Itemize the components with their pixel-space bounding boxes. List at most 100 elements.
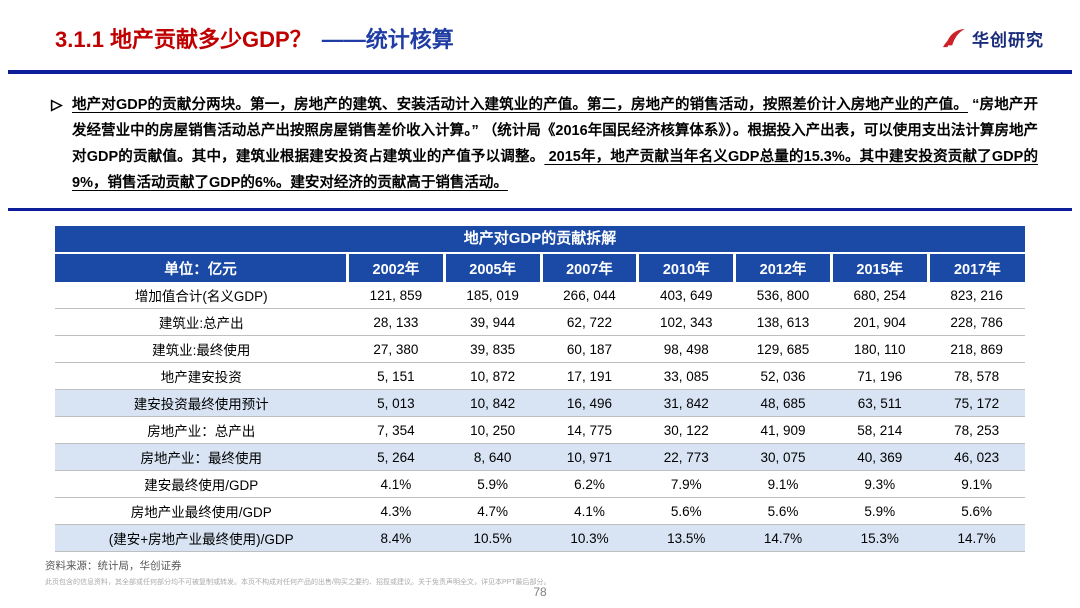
value-cell: 52, 036 bbox=[734, 362, 832, 390]
value-cell: 536, 800 bbox=[734, 282, 832, 309]
value-cell: 62, 722 bbox=[541, 308, 638, 336]
value-cell: 5, 151 bbox=[347, 362, 445, 390]
value-cell: 4.1% bbox=[347, 470, 445, 498]
value-cell: 30, 075 bbox=[734, 443, 832, 471]
value-cell: 121, 859 bbox=[347, 282, 445, 309]
year-header-cell: 2005年 bbox=[442, 254, 542, 282]
header: 3.1.1 地产贡献多少GDP？ ——统计核算 华创研究 bbox=[55, 22, 1044, 54]
value-cell: 75, 172 bbox=[928, 389, 1025, 417]
value-cell: 8, 640 bbox=[444, 443, 542, 471]
value-cell: 33, 085 bbox=[637, 362, 735, 390]
value-cell: 30, 122 bbox=[637, 416, 735, 444]
value-cell: 10.5% bbox=[444, 524, 542, 552]
value-cell: 9.1% bbox=[734, 470, 832, 498]
value-cell: 5, 013 bbox=[347, 389, 445, 417]
table-row: 增加值合计(名义GDP) 121, 859 185, 019 266, 044 403,… bbox=[55, 282, 1025, 309]
value-cell: 7.9% bbox=[637, 470, 735, 498]
value-cell: 78, 253 bbox=[928, 416, 1025, 444]
value-cell: 46, 023 bbox=[928, 443, 1025, 471]
value-cell: 4.7% bbox=[444, 497, 542, 525]
value-cell: 22, 773 bbox=[637, 443, 735, 471]
value-cell: 5.9% bbox=[444, 470, 542, 498]
value-cell: 60, 187 bbox=[541, 335, 638, 363]
row-label: (建安+房地产业最终使用)/GDP bbox=[55, 524, 348, 552]
table-title: 地产对GDP的贡献拆解 bbox=[55, 226, 1025, 252]
value-cell: 15.3% bbox=[831, 524, 929, 552]
value-cell: 4.1% bbox=[541, 497, 638, 525]
value-cell: 98, 498 bbox=[637, 335, 735, 363]
value-cell: 10.3% bbox=[541, 524, 638, 552]
row-label: 房地产业最终使用/GDP bbox=[55, 497, 348, 525]
value-cell: 31, 842 bbox=[637, 389, 735, 417]
value-cell: 10, 872 bbox=[444, 362, 542, 390]
value-cell: 9.1% bbox=[928, 470, 1025, 498]
value-cell: 10, 250 bbox=[444, 416, 542, 444]
value-cell: 14.7% bbox=[734, 524, 832, 552]
value-cell: 5.6% bbox=[928, 497, 1025, 525]
divider-mid bbox=[8, 208, 1072, 211]
value-cell: 5.6% bbox=[734, 497, 832, 525]
value-cell: 9.3% bbox=[831, 470, 929, 498]
value-cell: 39, 835 bbox=[444, 335, 542, 363]
value-cell: 680, 254 bbox=[831, 282, 929, 309]
year-header-cell: 2002年 bbox=[346, 254, 445, 282]
value-cell: 41, 909 bbox=[734, 416, 832, 444]
row-label: 地产建安投资 bbox=[55, 362, 348, 390]
year-header-cell: 2007年 bbox=[539, 254, 638, 282]
value-cell: 6.2% bbox=[541, 470, 638, 498]
table-row: 地产建安投资 5, 151 10, 872 17, 191 33, 085 52, 036… bbox=[55, 362, 1025, 390]
value-cell: 28, 133 bbox=[347, 308, 445, 336]
table-row: 房地产业：总产出 7, 354 10, 250 14, 775 30, 122 41, 9… bbox=[55, 416, 1025, 444]
huachuang-logo-icon bbox=[943, 28, 965, 48]
page-title: 3.1.1 地产贡献多少GDP？ ——统计核算 bbox=[55, 22, 454, 54]
row-label: 房地产业：总产出 bbox=[55, 416, 348, 444]
value-cell: 266, 044 bbox=[541, 282, 638, 309]
data-table: 单位：亿元 2002年 2005年 2007年 2010年 2012年 2015年 2017… bbox=[55, 254, 1025, 552]
value-cell: 48, 685 bbox=[734, 389, 832, 417]
table-row: 建安最终使用/GDP 4.1% 5.9% 6.2% 7.9% 9.1% 9.3% 9.1% bbox=[55, 470, 1025, 498]
gdp-contribution-table: 地产对GDP的贡献拆解 单位：亿元 2002年 2005年 2007年 2010年 20… bbox=[55, 226, 1025, 552]
paragraph-seg-underlined-2: 2015年，地产贡献当年名义GDP总量的15.3%。其中建安投资贡献了GDP的9… bbox=[72, 149, 1038, 191]
paragraph-seg-underlined-1: 地产对GDP的贡献分两块。第一，房地产的建筑、安装活动计入建筑业的产值。第二，房… bbox=[72, 97, 968, 113]
value-cell: 8.4% bbox=[347, 524, 445, 552]
row-label: 建安最终使用/GDP bbox=[55, 470, 348, 498]
value-cell: 13.5% bbox=[637, 524, 735, 552]
value-cell: 71, 196 bbox=[831, 362, 929, 390]
value-cell: 218, 869 bbox=[928, 335, 1025, 363]
value-cell: 823, 216 bbox=[928, 282, 1025, 309]
table-header-row: 单位：亿元 2002年 2005年 2007年 2010年 2012年 2015年 2017… bbox=[55, 254, 1025, 282]
value-cell: 40, 369 bbox=[831, 443, 929, 471]
value-cell: 78, 578 bbox=[928, 362, 1025, 390]
source-note: 资料来源：统计局，华创证券 bbox=[45, 560, 182, 572]
row-label: 房地产业：最终使用 bbox=[55, 443, 348, 471]
table-row: 建筑业:总产出 28, 133 39, 944 62, 722 102, 343 138,… bbox=[55, 308, 1025, 336]
table-row: 建筑业:最终使用 27, 380 39, 835 60, 187 98, 498 129,… bbox=[55, 335, 1025, 363]
value-cell: 58, 214 bbox=[831, 416, 929, 444]
value-cell: 16, 496 bbox=[541, 389, 638, 417]
divider-top bbox=[8, 70, 1072, 74]
row-label: 建安投资最终使用预计 bbox=[55, 389, 348, 417]
year-header-cell: 2015年 bbox=[829, 254, 929, 282]
arrow-bullet-icon bbox=[50, 92, 66, 196]
value-cell: 10, 971 bbox=[541, 443, 638, 471]
value-cell: 403, 649 bbox=[637, 282, 735, 309]
row-label: 增加值合计(名义GDP) bbox=[55, 282, 348, 309]
title-sub: ——统计核算 bbox=[321, 27, 454, 52]
value-cell: 185, 019 bbox=[444, 282, 542, 309]
value-cell: 27, 380 bbox=[347, 335, 445, 363]
value-cell: 14, 775 bbox=[541, 416, 638, 444]
disclaimer-note: 此页包含的信息资料，其全部或任何部分均不可被复制或转发。本页不构成对任何产品的出… bbox=[45, 579, 551, 586]
value-cell: 129, 685 bbox=[734, 335, 832, 363]
row-label: 建筑业:总产出 bbox=[55, 308, 348, 336]
value-cell: 14.7% bbox=[928, 524, 1025, 552]
unit-header-cell: 单位：亿元 bbox=[55, 254, 348, 282]
page-number: 78 bbox=[533, 585, 547, 599]
table-row: 建安投资最终使用预计 5, 013 10, 842 16, 496 31, 842 48,… bbox=[55, 389, 1025, 417]
year-header-cell: 2017年 bbox=[926, 254, 1025, 282]
value-cell: 228, 786 bbox=[928, 308, 1025, 336]
paragraph-seg-plain: “房地产开发经营业中的房屋销售活动总产出按照房屋销售差价收入计算。” （统计局《… bbox=[72, 97, 1039, 165]
row-label: 建筑业:最终使用 bbox=[55, 335, 348, 363]
table-row: (建安+房地产业最终使用)/GDP 8.4% 10.5% 10.3% 13.5% 14.7… bbox=[55, 524, 1025, 552]
summary-paragraph: 地产对GDP的贡献分两块。第一，房地产的建筑、安装活动计入建筑业的产值。第二，房… bbox=[50, 92, 1038, 196]
value-cell: 5.9% bbox=[831, 497, 929, 525]
